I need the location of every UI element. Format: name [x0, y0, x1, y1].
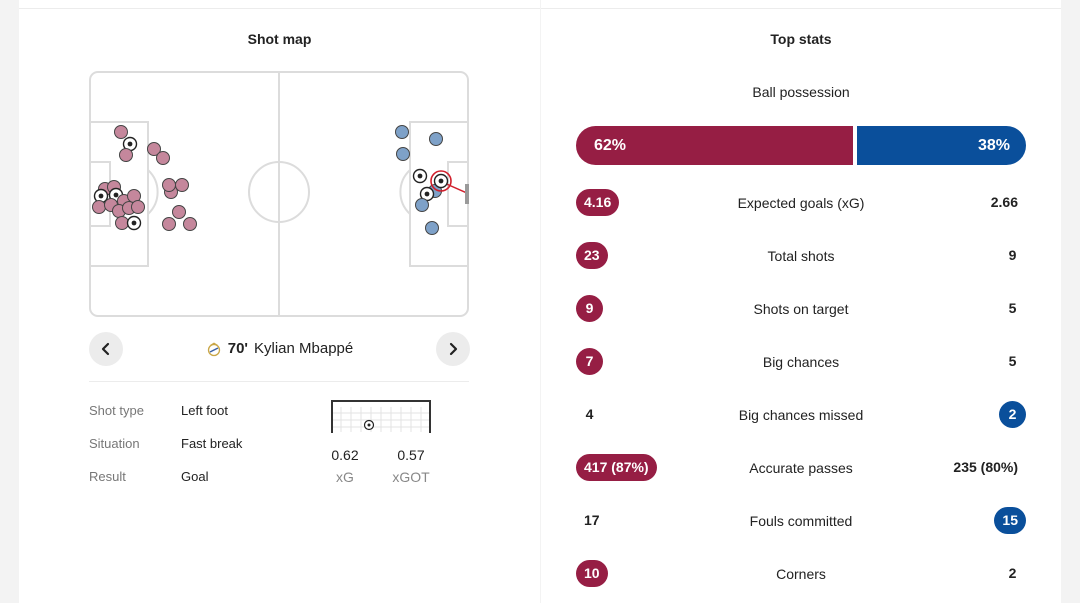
stat-away-value: 5	[1008, 300, 1017, 316]
stat-label: Accurate passes	[749, 460, 853, 476]
football-icon	[113, 192, 119, 198]
xgot-label: xGOT	[392, 469, 430, 485]
stat-row: Total shots 23 9	[576, 242, 1026, 270]
shot-detail-value: Left foot	[181, 403, 228, 418]
card-top-divider	[541, 8, 1061, 9]
goal-frame-diagram	[331, 400, 431, 433]
chevron-left-icon	[101, 342, 110, 356]
stat-row: Expected goals (xG) 4.16 2.66	[576, 189, 1026, 217]
home-shot-marker[interactable]	[115, 216, 129, 230]
stat-away-value: 9	[1008, 247, 1017, 263]
shot-detail-key: Shot type	[89, 403, 144, 418]
stat-row: Fouls committed 17 15	[576, 507, 1026, 535]
stat-row: Big chances missed 4 2	[576, 401, 1026, 429]
shot-player-name: Kylian Mbappé	[254, 340, 354, 357]
football-icon	[417, 173, 423, 179]
next-shot-button[interactable]	[436, 332, 470, 366]
stat-row: Big chances 7 5	[576, 348, 1026, 376]
away-shot-marker[interactable]	[396, 147, 410, 161]
top-stats-title: Top stats	[770, 31, 832, 47]
stat-label: Total shots	[767, 248, 835, 264]
stat-label: Fouls committed	[749, 513, 853, 529]
stat-away-value: 2.66	[990, 194, 1018, 210]
stat-home-value: 10	[576, 560, 608, 587]
home-shot-marker[interactable]	[147, 142, 161, 156]
stat-home-value: 417 (87%)	[576, 454, 657, 481]
football-icon	[438, 178, 444, 184]
shot-map-title: Shot map	[247, 31, 312, 47]
stat-away-value: 2	[1008, 565, 1017, 581]
pitch	[89, 71, 469, 317]
shot-detail-key: Situation	[89, 436, 140, 451]
football-icon	[424, 191, 430, 197]
football-icon	[98, 193, 104, 199]
home-shot-marker[interactable]	[92, 200, 106, 214]
xgot-value-box: 0.57 xGOT	[381, 447, 441, 485]
away-shot-marker[interactable]	[425, 221, 439, 235]
possession-bar: 62% 38%	[576, 126, 1026, 165]
home-shot-marker[interactable]	[183, 217, 197, 231]
previous-shot-button[interactable]	[89, 332, 123, 366]
possession-label: Ball possession	[752, 84, 850, 100]
football-icon	[131, 220, 137, 226]
away-shot-marker[interactable]	[415, 198, 429, 212]
home-shot-marker[interactable]	[175, 178, 189, 192]
possession-away: 38%	[857, 126, 1026, 165]
team-crest-icon	[207, 342, 220, 356]
stat-row: Accurate passes 417 (87%) 235 (80%)	[576, 454, 1026, 482]
away-shot-marker[interactable]	[395, 125, 409, 139]
home-shot-marker[interactable]	[156, 151, 170, 165]
stat-label: Big chances missed	[738, 407, 864, 423]
stat-label: Big chances	[762, 354, 840, 370]
shot-map-card: Shot map 70' Kylian Mbappé	[19, 0, 540, 603]
home-shot-marker[interactable]	[172, 205, 186, 219]
stat-home-value: 7	[576, 348, 603, 375]
home-shot-marker[interactable]	[119, 148, 133, 162]
stat-home-value: 17	[584, 512, 600, 528]
xg-value: 0.62	[331, 447, 359, 463]
stat-label: Corners	[776, 566, 826, 582]
selected-shot-info: 70' Kylian Mbappé	[19, 340, 540, 357]
stat-away-value: 5	[1008, 353, 1017, 369]
stat-label: Shots on target	[753, 301, 849, 317]
shot-detail-value: Goal	[181, 469, 209, 484]
football-icon	[127, 141, 133, 147]
home-shot-marker[interactable]	[162, 217, 176, 231]
shot-detail-value: Fast break	[181, 436, 243, 451]
card-top-divider	[19, 8, 540, 9]
stat-home-value: 4.16	[576, 189, 620, 216]
top-stats-card: Top stats Ball possession 62% 38% Expect…	[541, 0, 1061, 603]
xg-label: xG	[336, 469, 354, 485]
home-shot-marker[interactable]	[114, 125, 128, 139]
chevron-right-icon	[449, 342, 458, 356]
stat-away-value: 2	[999, 401, 1026, 428]
xg-value-box: 0.62 xG	[315, 447, 375, 485]
xgot-value: 0.57	[397, 447, 425, 463]
home-shot-marker[interactable]	[162, 178, 176, 192]
stat-away-value: 15	[994, 507, 1026, 534]
stat-home-value: 23	[576, 242, 608, 269]
stat-label: Expected goals (xG)	[737, 195, 865, 211]
shot-minute: 70'	[227, 340, 249, 357]
shot-details-divider	[89, 381, 469, 382]
home-shot-marker[interactable]	[131, 200, 145, 214]
stat-home-value: 9	[576, 295, 603, 322]
selected-shot-ring	[430, 170, 452, 192]
away-shot-marker[interactable]	[429, 132, 443, 146]
stat-row: Shots on target 9 5	[576, 295, 1026, 323]
shot-detail-key: Result	[89, 469, 126, 484]
stat-home-value: 4	[585, 406, 594, 422]
stat-away-value: 235 (80%)	[953, 459, 1018, 475]
stat-row: Corners 10 2	[576, 560, 1026, 588]
possession-home: 62%	[576, 126, 853, 165]
